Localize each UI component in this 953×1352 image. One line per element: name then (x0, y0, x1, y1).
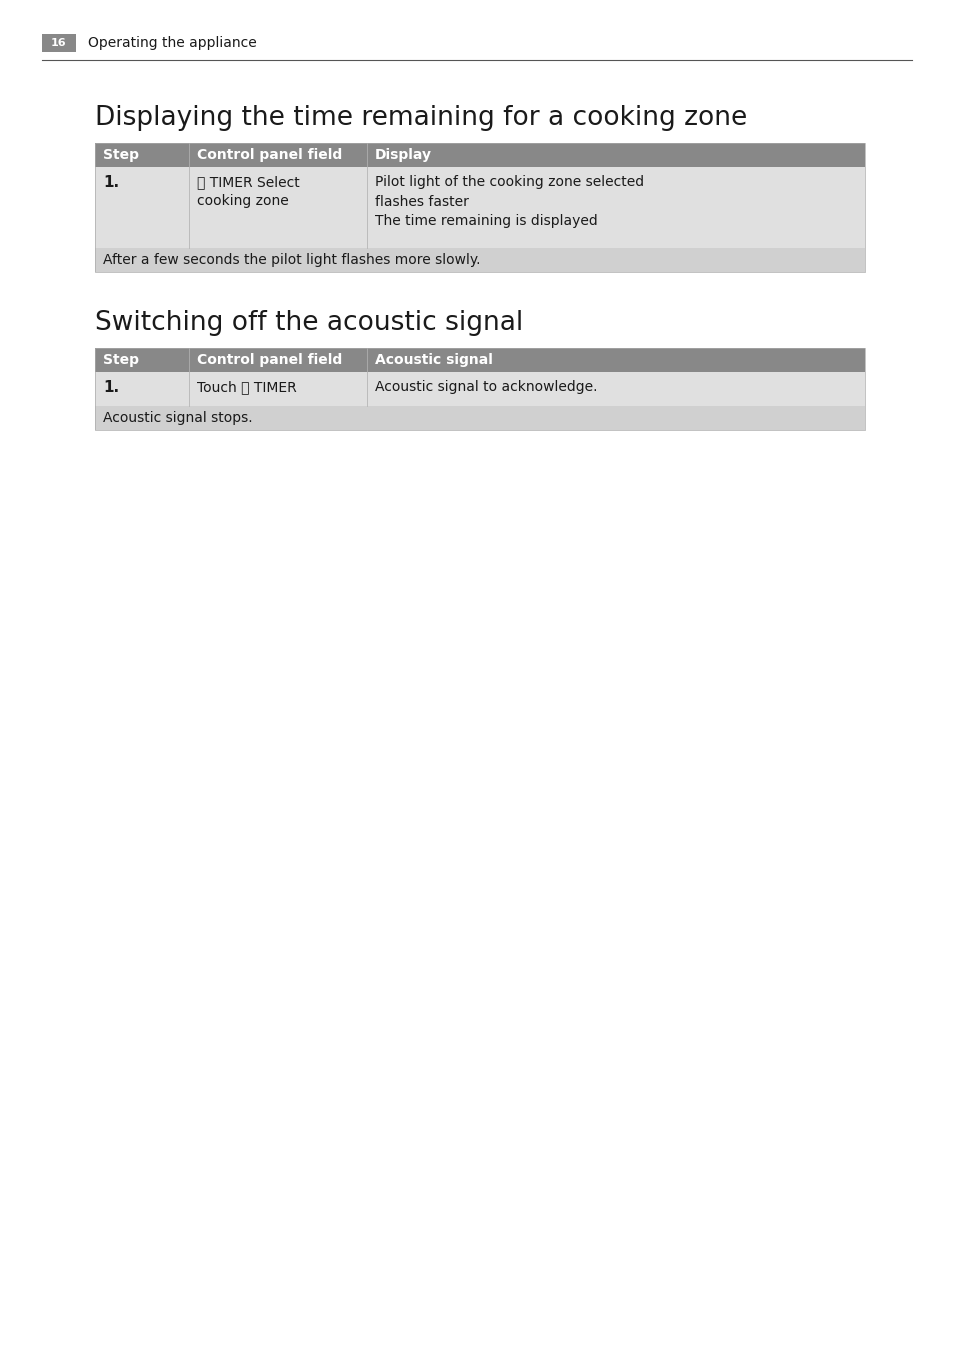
Text: Control panel field: Control panel field (196, 353, 342, 366)
Text: Display: Display (375, 147, 432, 162)
Text: Pilot light of the cooking zone selected
flashes faster
The time remaining is di: Pilot light of the cooking zone selected… (375, 174, 643, 228)
Bar (95, 347, 864, 372)
Text: Displaying the time remaining for a cooking zone: Displaying the time remaining for a cook… (95, 105, 746, 131)
Text: ⏻ TIMER Select
cooking zone: ⏻ TIMER Select cooking zone (196, 174, 299, 208)
Bar (95, 372, 864, 406)
Bar (95, 347, 864, 430)
Text: Touch ⏻ TIMER: Touch ⏻ TIMER (196, 380, 296, 393)
Bar (95, 247, 864, 272)
Bar (42, 34, 76, 51)
Text: Acoustic signal: Acoustic signal (375, 353, 493, 366)
Text: After a few seconds the pilot light flashes more slowly.: After a few seconds the pilot light flas… (103, 253, 480, 266)
Bar (95, 168, 864, 247)
Text: Acoustic signal to acknowledge.: Acoustic signal to acknowledge. (375, 380, 597, 393)
Text: Step: Step (103, 353, 139, 366)
Text: 16: 16 (51, 38, 67, 49)
Text: Control panel field: Control panel field (196, 147, 342, 162)
Text: Acoustic signal stops.: Acoustic signal stops. (103, 411, 253, 425)
Text: Step: Step (103, 147, 139, 162)
Text: 1.: 1. (103, 174, 119, 191)
Bar (95, 143, 864, 168)
Bar (95, 406, 864, 430)
Bar (95, 143, 864, 272)
Text: 1.: 1. (103, 380, 119, 395)
Text: Switching off the acoustic signal: Switching off the acoustic signal (95, 310, 522, 337)
Text: Operating the appliance: Operating the appliance (88, 37, 256, 50)
